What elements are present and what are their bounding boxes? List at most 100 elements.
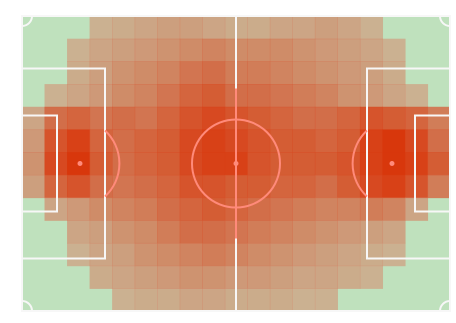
heat-cell	[292, 265, 316, 289]
heat-cell	[247, 129, 271, 153]
heat-cell	[157, 174, 181, 199]
heat-cell	[337, 152, 361, 176]
heat-cell	[337, 61, 361, 85]
heat-cell	[269, 242, 293, 267]
heat-cell	[179, 242, 203, 267]
heat-cell	[359, 197, 384, 221]
heat-cell	[179, 288, 203, 312]
heat-cell	[134, 152, 158, 176]
heat-cell	[134, 197, 158, 221]
heat-cell	[134, 288, 158, 312]
heat-cell	[112, 152, 136, 176]
heat-cell	[157, 61, 181, 85]
heat-cell	[157, 16, 181, 40]
heat-cell	[134, 106, 158, 131]
heat-cell	[247, 16, 271, 40]
heat-cell	[269, 220, 293, 244]
heat-cell	[292, 61, 316, 85]
heat-cell	[337, 38, 361, 62]
heat-cell	[337, 242, 361, 267]
heat-cell	[404, 106, 429, 131]
heat-cell	[247, 174, 271, 199]
heat-cell	[179, 84, 203, 108]
heatmap-cells	[22, 16, 451, 312]
heat-cell	[269, 265, 293, 289]
heat-cell	[359, 16, 384, 40]
heat-cell	[202, 38, 226, 62]
heat-cell	[202, 197, 226, 221]
heat-cell	[112, 242, 136, 267]
heat-cell	[314, 129, 338, 153]
heat-cell	[202, 16, 226, 40]
left-penalty-arc	[104, 129, 121, 198]
heat-cell	[202, 106, 226, 131]
heat-cell	[112, 220, 136, 244]
heat-cell	[269, 106, 293, 131]
heat-cell	[202, 220, 226, 244]
heat-cell	[202, 265, 226, 289]
heat-cell	[359, 61, 384, 85]
heat-cell	[179, 197, 203, 221]
right-penalty-spot	[389, 161, 395, 166]
heat-cell	[89, 129, 113, 153]
heat-cell	[247, 288, 271, 312]
heat-cell	[202, 129, 226, 153]
heat-cell	[67, 106, 91, 131]
heat-cell	[292, 106, 316, 131]
heat-cell	[179, 61, 203, 85]
heat-cell	[112, 288, 136, 312]
heat-cell	[157, 288, 181, 312]
heat-cell	[89, 174, 113, 199]
heat-cell	[269, 38, 293, 62]
heat-cell	[314, 197, 338, 221]
heat-cell	[314, 106, 338, 131]
heat-cell	[382, 106, 406, 131]
heat-cell	[269, 197, 293, 221]
heat-cell	[427, 152, 451, 176]
heat-cell	[157, 197, 181, 221]
heat-cell	[269, 84, 293, 108]
heat-cell	[157, 84, 181, 108]
heat-cell	[134, 16, 158, 40]
heat-cell	[89, 106, 113, 131]
heat-cell	[202, 61, 226, 85]
heat-cell	[112, 16, 136, 40]
heat-cell	[337, 106, 361, 131]
heat-cell	[404, 174, 429, 199]
heat-cell	[427, 174, 451, 199]
heat-cell	[22, 174, 46, 199]
corner-arc	[21, 15, 33, 27]
heat-cell	[292, 129, 316, 153]
heat-cell	[179, 220, 203, 244]
corner-arc	[21, 300, 33, 312]
heat-cell	[382, 174, 406, 199]
heat-cell	[157, 220, 181, 244]
heat-cell	[337, 220, 361, 244]
corner-arc	[439, 15, 451, 27]
heat-cell	[112, 265, 136, 289]
heat-cell	[89, 152, 113, 176]
heat-cell	[247, 242, 271, 267]
heat-cell	[337, 197, 361, 221]
heat-cell	[269, 129, 293, 153]
heat-cell	[112, 38, 136, 62]
heat-cell	[134, 174, 158, 199]
heat-cell	[382, 220, 406, 244]
heat-cell	[202, 84, 226, 108]
left-goal-area	[21, 114, 58, 213]
heat-cell	[179, 265, 203, 289]
heat-cell	[382, 129, 406, 153]
corner-arc	[439, 300, 451, 312]
heat-cell	[134, 242, 158, 267]
heat-cell	[382, 84, 406, 108]
heat-cell	[134, 265, 158, 289]
heat-cell	[314, 265, 338, 289]
heat-cell	[359, 84, 384, 108]
heat-cell	[382, 242, 406, 267]
heat-cell	[112, 174, 136, 199]
heat-cell	[89, 84, 113, 108]
heat-cell	[314, 38, 338, 62]
heat-cell	[112, 106, 136, 131]
heat-cell	[89, 220, 113, 244]
heat-cell	[134, 129, 158, 153]
